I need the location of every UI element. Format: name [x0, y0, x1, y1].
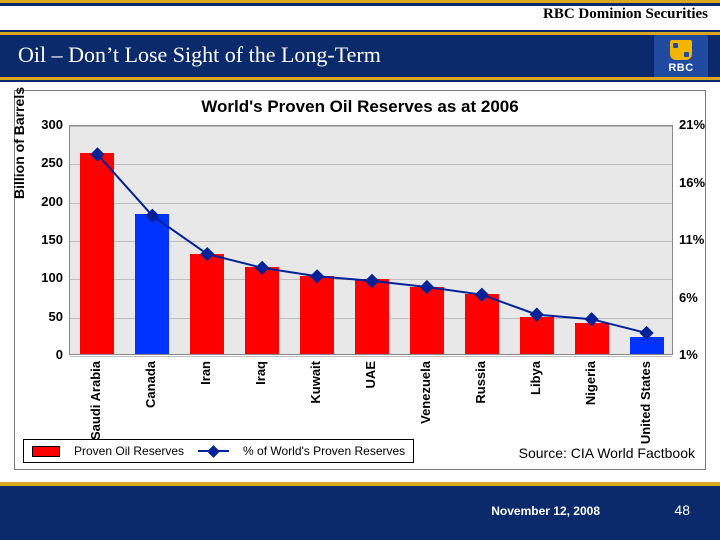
footer-page-number: 48 [674, 502, 690, 518]
x-category-label: Libya [528, 361, 543, 395]
x-category-label: Canada [143, 361, 158, 408]
x-category-label: United States [638, 361, 653, 444]
grid-line [70, 356, 672, 357]
plot-area: 05010015020025030021%16%11%6%1%Saudi Ara… [69, 125, 673, 355]
company-name: RBC Dominion Securities [543, 6, 708, 23]
rbc-logo: RBC [654, 35, 708, 79]
legend-bar-label: Proven Oil Reserves [74, 444, 184, 458]
slide-title: Oil – Don’t Lose Sight of the Long-Term [18, 42, 381, 68]
line-marker-icon [365, 274, 379, 288]
ytick-left: 100 [23, 270, 63, 285]
ytick-left: 0 [23, 347, 63, 362]
footer: November 12, 2008 48 [0, 482, 720, 540]
x-category-label: Iran [198, 361, 213, 385]
chart-panel: World's Proven Oil Reserves as at 2006 B… [14, 90, 706, 470]
line-marker-icon [200, 247, 214, 261]
x-category-label: UAE [363, 361, 378, 388]
footer-date: November 12, 2008 [481, 502, 610, 520]
ytick-left: 50 [23, 309, 63, 324]
legend-bar-swatch [32, 446, 60, 457]
legend-line-label: % of World's Proven Reserves [243, 444, 405, 458]
line-overlay [70, 126, 674, 356]
chart-title: World's Proven Oil Reserves as at 2006 [15, 97, 705, 117]
ytick-right: 11% [679, 232, 719, 247]
line-marker-icon [639, 326, 653, 340]
chart-legend: Proven Oil Reserves % of World's Proven … [23, 439, 414, 463]
footer-bar [0, 486, 720, 540]
title-gold-top [0, 32, 720, 35]
line-marker-icon [420, 280, 434, 294]
ytick-left: 200 [23, 194, 63, 209]
x-category-label: Iraq [253, 361, 268, 385]
line-marker-icon [530, 308, 544, 322]
title-gold-bot [0, 77, 720, 80]
ytick-right: 21% [679, 117, 719, 132]
title-block: Oil – Don’t Lose Sight of the Long-Term … [0, 30, 720, 82]
line-marker-icon [310, 269, 324, 283]
x-category-label: Saudi Arabia [88, 361, 103, 440]
ytick-left: 300 [23, 117, 63, 132]
x-category-label: Venezuela [418, 361, 433, 424]
line-marker-icon [475, 288, 489, 302]
logo-text: RBC [668, 62, 693, 74]
line-marker-icon [255, 261, 269, 275]
chart-source: Source: CIA World Factbook [519, 445, 695, 461]
x-category-label: Russia [473, 361, 488, 404]
ytick-right: 1% [679, 347, 719, 362]
x-category-label: Kuwait [308, 361, 323, 404]
line-marker-icon [585, 312, 599, 326]
ytick-left: 250 [23, 155, 63, 170]
ytick-left: 150 [23, 232, 63, 247]
logo-crest-icon [670, 40, 692, 60]
ytick-right: 16% [679, 175, 719, 190]
x-category-label: Nigeria [583, 361, 598, 405]
legend-line-swatch [198, 447, 229, 456]
ytick-right: 6% [679, 290, 719, 305]
y-axis-label-left: Billion of Barrels [11, 87, 27, 199]
